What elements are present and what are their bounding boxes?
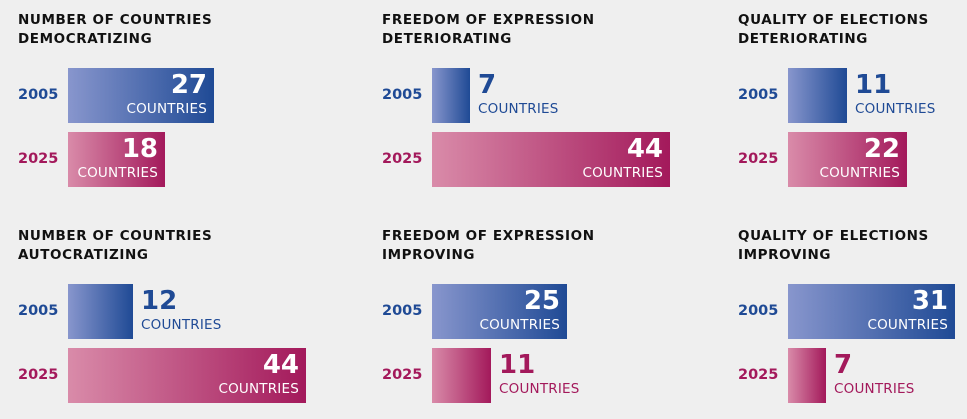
bar-2025 (788, 132, 907, 187)
chart-title-line: AUTOCRATIZING (18, 247, 149, 263)
value-label: 11 COUNTRIES (847, 68, 967, 123)
chart-title-line: IMPROVING (738, 247, 832, 263)
year-label: 2005 (18, 87, 59, 103)
year-label: 2005 (738, 303, 779, 319)
chart-title: QUALITY OF ELECTIONS IMPROVING (738, 227, 929, 265)
bar-row-2005: 2005 31 COUNTRIES (738, 284, 967, 339)
bar-row-2025: 2025 11 COUNTRIES (382, 348, 682, 403)
year-label: 2005 (18, 303, 59, 319)
value-unit: COUNTRIES (478, 101, 559, 117)
chart-title: FREEDOM OF EXPRESSION IMPROVING (382, 227, 595, 265)
value-number: 18 (121, 134, 158, 164)
value-label: 31 COUNTRIES (788, 284, 955, 339)
bar-2025 (68, 348, 306, 403)
bar-2025 (788, 348, 826, 403)
value-label: 27 COUNTRIES (68, 68, 214, 123)
year-label: 2025 (18, 151, 59, 167)
chart-title-line: IMPROVING (382, 247, 476, 263)
chart-title: NUMBER OF COUNTRIES AUTOCRATIZING (18, 227, 212, 265)
bar-2005 (68, 284, 133, 339)
value-number: 12 (141, 286, 178, 316)
year-label: 2025 (738, 151, 779, 167)
chart-title-line: NUMBER OF COUNTRIES (18, 12, 213, 28)
value-number: 7 (834, 350, 853, 380)
chart-panel: QUALITY OF ELECTIONS IMPROVING 2005 31 COUNT… (738, 227, 967, 417)
chart-panel: FREEDOM OF EXPRESSION IMPROVING 2005 25 COUN… (382, 227, 682, 417)
bar-row-2025: 2025 7 COUNTRIES (738, 348, 967, 403)
chart-title: QUALITY OF ELECTIONS DETERIORATING (738, 11, 929, 49)
bar-row-2005: 2005 7 COUNTRIES (382, 68, 682, 123)
bar-row-2005: 2005 11 COUNTRIES (738, 68, 967, 123)
chart-panel: QUALITY OF ELECTIONS DETERIORATING 2005 11 C… (738, 11, 967, 201)
bar-2025 (432, 132, 670, 187)
bar-2005 (788, 68, 847, 123)
bar-row-2025: 2025 22 COUNTRIES (738, 132, 967, 187)
chart-title-line: QUALITY OF ELECTIONS (738, 228, 929, 244)
bar-2005 (68, 68, 214, 123)
year-label: 2005 (382, 303, 423, 319)
value-number: 31 (911, 286, 948, 316)
value-number: 44 (262, 350, 299, 380)
value-number: 11 (499, 350, 536, 380)
value-label: 18 COUNTRIES (68, 132, 165, 187)
value-unit: COUNTRIES (855, 101, 936, 117)
value-label: 22 COUNTRIES (788, 132, 907, 187)
value-label: 11 COUNTRIES (491, 348, 631, 403)
value-unit: COUNTRIES (218, 381, 299, 397)
chart-panel: FREEDOM OF EXPRESSION DETERIORATING 2005 7 C… (382, 11, 682, 201)
value-label: 7 COUNTRIES (826, 348, 966, 403)
value-unit: COUNTRIES (77, 165, 158, 181)
chart-title: FREEDOM OF EXPRESSION DETERIORATING (382, 11, 595, 49)
bar-2005 (788, 284, 955, 339)
value-unit: COUNTRIES (819, 165, 900, 181)
value-unit: COUNTRIES (867, 317, 948, 333)
chart-panel: NUMBER OF COUNTRIES AUTOCRATIZING 2005 12 CO… (18, 227, 318, 417)
year-label: 2025 (18, 367, 59, 383)
chart-title: NUMBER OF COUNTRIES DEMOCRATIZING (18, 11, 212, 49)
value-number: 7 (478, 70, 497, 100)
chart-panel: NUMBER OF COUNTRIES DEMOCRATIZING 2005 27 CO… (18, 11, 318, 201)
value-label: 44 COUNTRIES (432, 132, 670, 187)
chart-title-line: DETERIORATING (738, 31, 868, 47)
bar-row-2025: 2025 44 COUNTRIES (382, 132, 682, 187)
value-label: 12 COUNTRIES (133, 284, 273, 339)
value-label: 25 COUNTRIES (432, 284, 567, 339)
value-unit: COUNTRIES (141, 317, 222, 333)
year-label: 2025 (382, 151, 423, 167)
year-label: 2025 (382, 367, 423, 383)
bar-2005 (432, 284, 567, 339)
value-number: 22 (863, 134, 900, 164)
year-label: 2025 (738, 367, 779, 383)
value-number: 44 (626, 134, 663, 164)
value-label: 7 COUNTRIES (470, 68, 610, 123)
value-unit: COUNTRIES (126, 101, 207, 117)
year-label: 2005 (738, 87, 779, 103)
value-unit: COUNTRIES (499, 381, 580, 397)
value-number: 25 (523, 286, 560, 316)
value-unit: COUNTRIES (582, 165, 663, 181)
value-number: 27 (170, 70, 207, 100)
value-label: 44 COUNTRIES (68, 348, 306, 403)
bar-2025 (432, 348, 491, 403)
bar-row-2005: 2005 25 COUNTRIES (382, 284, 682, 339)
chart-title-line: FREEDOM OF EXPRESSION (382, 12, 595, 28)
bar-row-2005: 2005 12 COUNTRIES (18, 284, 318, 339)
bar-row-2025: 2025 18 COUNTRIES (18, 132, 318, 187)
chart-title-line: QUALITY OF ELECTIONS (738, 12, 929, 28)
bar-2005 (432, 68, 470, 123)
bar-row-2025: 2025 44 COUNTRIES (18, 348, 318, 403)
value-unit: COUNTRIES (834, 381, 915, 397)
bar-2025 (68, 132, 165, 187)
value-number: 11 (855, 70, 892, 100)
value-unit: COUNTRIES (479, 317, 560, 333)
chart-title-line: NUMBER OF COUNTRIES (18, 228, 213, 244)
bar-row-2005: 2005 27 COUNTRIES (18, 68, 318, 123)
year-label: 2005 (382, 87, 423, 103)
chart-title-line: FREEDOM OF EXPRESSION (382, 228, 595, 244)
chart-title-line: DETERIORATING (382, 31, 512, 47)
chart-title-line: DEMOCRATIZING (18, 31, 153, 47)
